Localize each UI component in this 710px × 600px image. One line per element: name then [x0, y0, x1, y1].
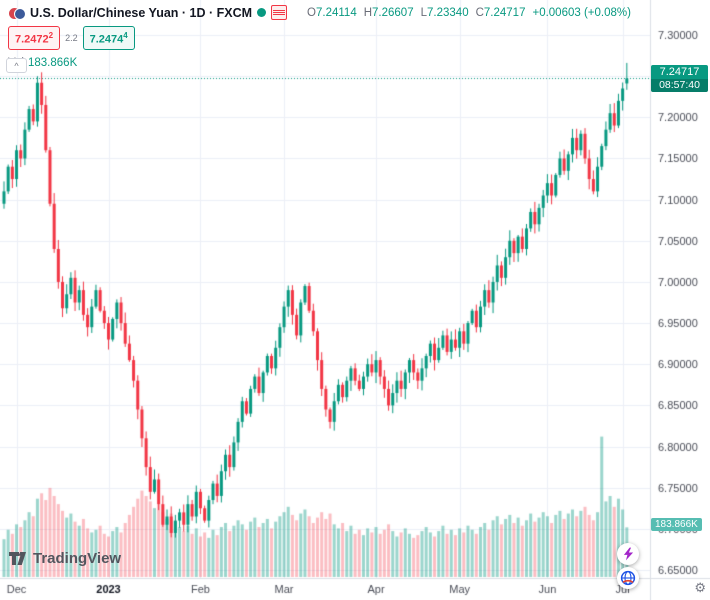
- buy-price: 7.2474: [89, 33, 124, 46]
- volume-axis-badge: 183.866K: [651, 518, 702, 532]
- ohlc-readout: O 7.24114 H 7.26607 L 7.23340 C 7.24717 +0.0…: [300, 7, 631, 19]
- buy-price-sup: 4: [123, 31, 128, 40]
- sell-price: 7.2472: [15, 33, 49, 46]
- close-label: C: [475, 6, 484, 19]
- globe-button[interactable]: [617, 567, 639, 589]
- low-value: 7.23340: [427, 6, 469, 19]
- chart-header: U.S. Dollar/Chinese Yuan · 1D · FXCM O 7.…: [8, 5, 631, 69]
- cn-flag-icon: [14, 7, 26, 20]
- open-value: 7.24114: [316, 6, 357, 19]
- close-value: 7.24717: [483, 6, 526, 19]
- volume-indicator-row: Vol183.866K: [8, 57, 631, 69]
- change-value: +0.00603 (+0.08%): [532, 6, 631, 19]
- tradingview-logo[interactable]: TradingView: [8, 549, 121, 568]
- buy-price-button[interactable]: 7.24744: [82, 26, 135, 50]
- globe-icon: [620, 570, 636, 586]
- bar-countdown: 08:57:40: [651, 79, 708, 93]
- symbol-title[interactable]: U.S. Dollar/Chinese Yuan · 1D · FXCM: [30, 5, 253, 20]
- symbol-row: U.S. Dollar/Chinese Yuan · 1D · FXCM O 7.…: [8, 5, 631, 20]
- quote-row: 7.24722 2.2 7.24744: [8, 26, 631, 50]
- green-dot-icon[interactable]: [257, 8, 267, 17]
- high-label: H: [363, 6, 373, 19]
- sell-price-button[interactable]: 7.24722: [8, 26, 61, 50]
- low-label: L: [420, 6, 428, 19]
- pane-collapse-button[interactable]: ^: [6, 58, 27, 73]
- spread-value: 2.2: [65, 32, 78, 43]
- open-label: O: [307, 6, 316, 19]
- current-price-value: 7.24717: [659, 66, 700, 79]
- current-price-badge: 7.24717 08:57:40: [651, 65, 708, 93]
- tradingview-logo-text: TradingView: [33, 550, 122, 567]
- volume-value: 183.866K: [28, 56, 78, 69]
- lightning-button[interactable]: [617, 543, 639, 565]
- settings-gear-icon[interactable]: ⚙: [694, 580, 706, 595]
- tradingview-logo-icon: [9, 552, 26, 565]
- sell-price-sup: 2: [48, 31, 54, 40]
- lightning-icon: [623, 547, 633, 561]
- high-value: 7.26607: [372, 6, 414, 19]
- red-list-icon[interactable]: [271, 5, 288, 20]
- currency-pair-icon[interactable]: [8, 6, 26, 20]
